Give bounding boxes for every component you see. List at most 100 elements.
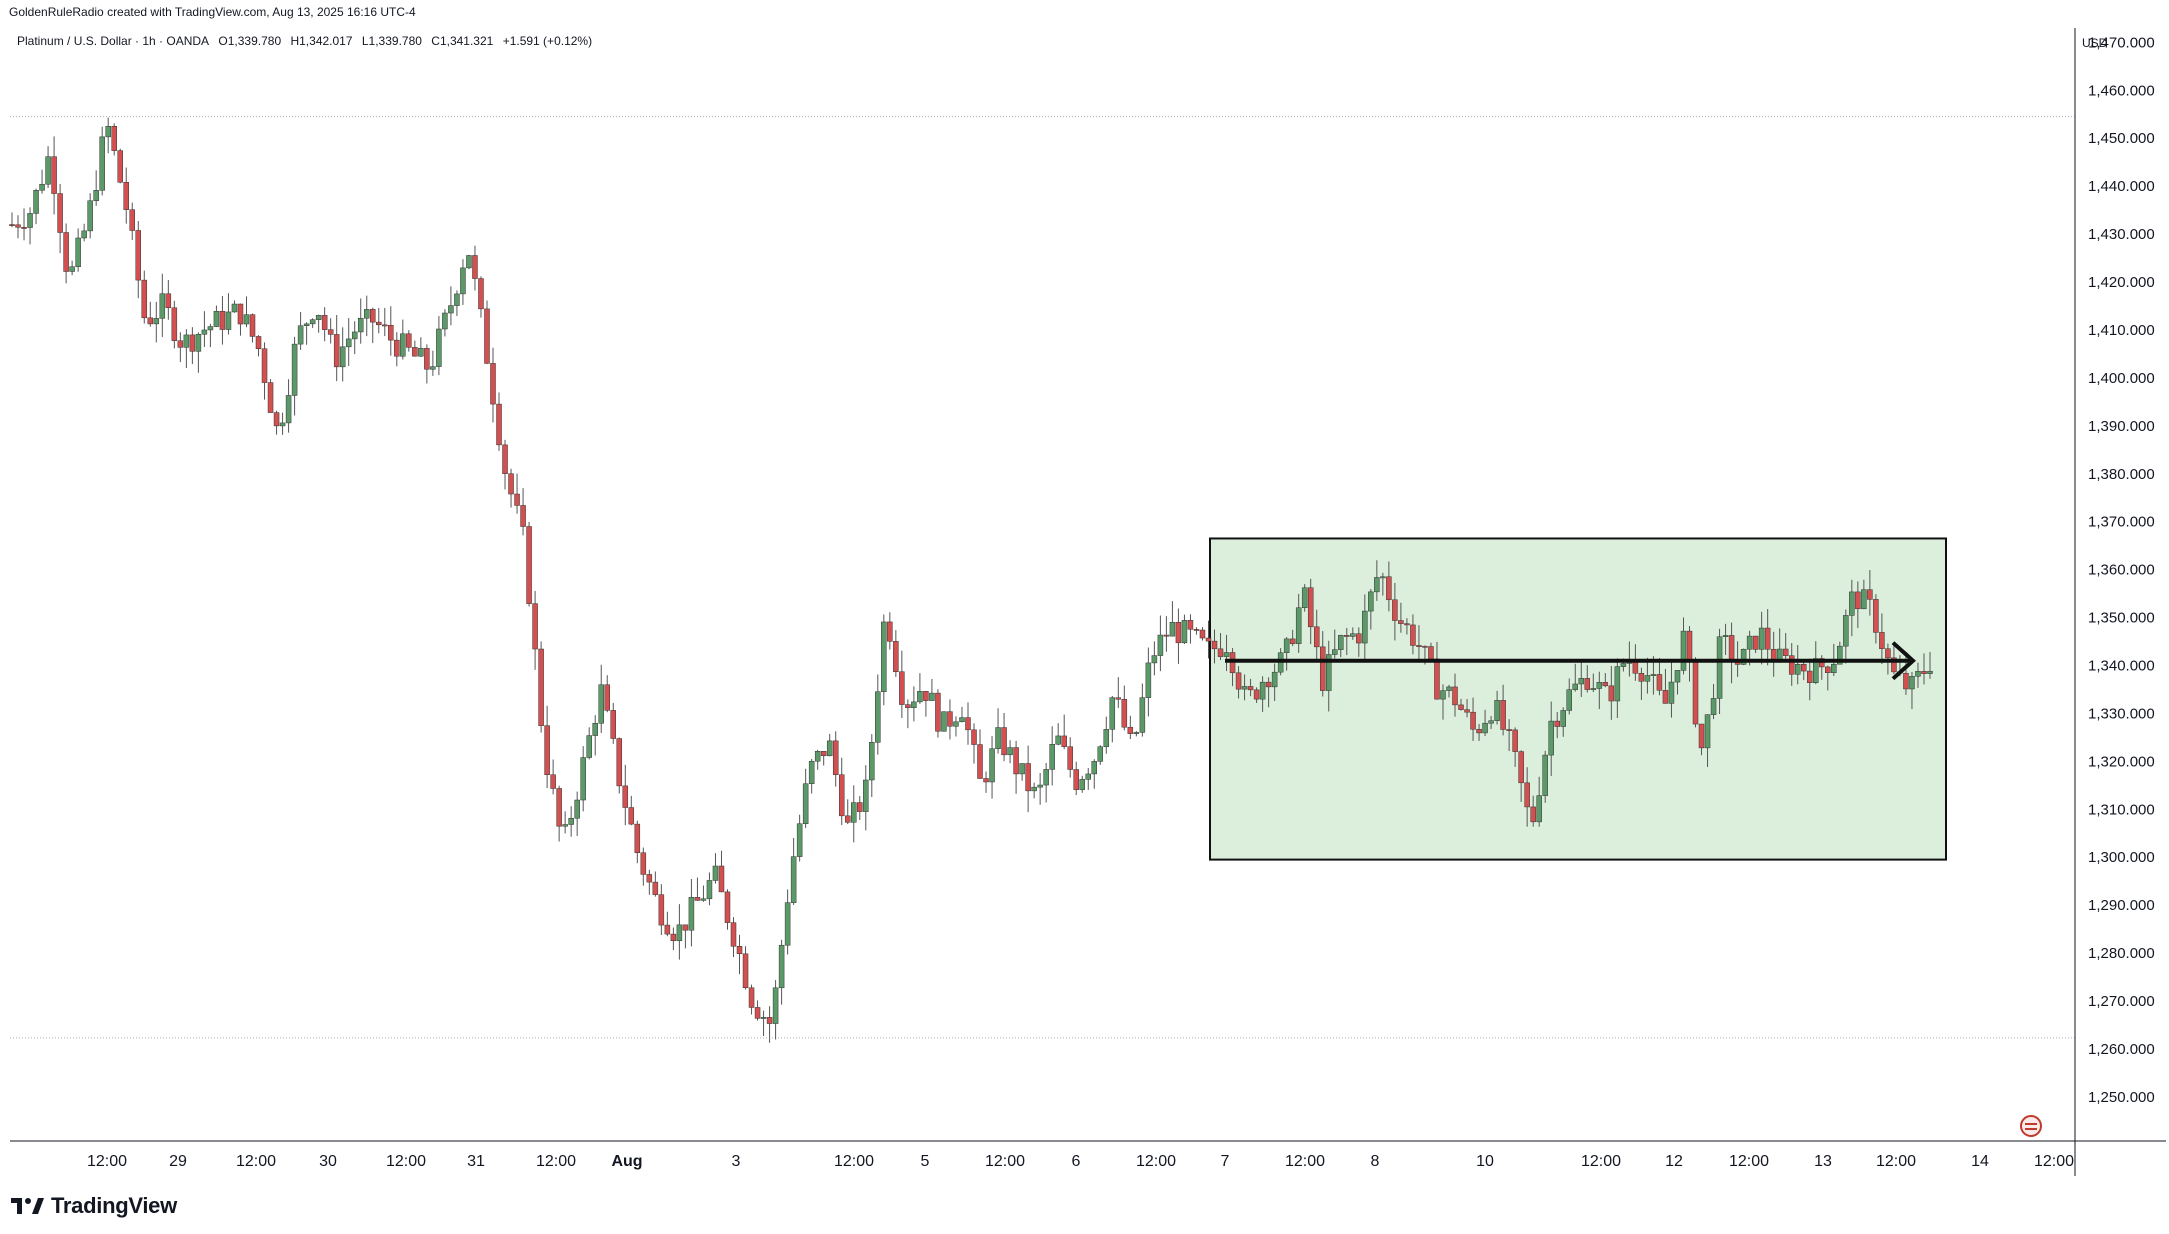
candle-body xyxy=(1139,697,1146,733)
candle-body xyxy=(1332,649,1338,655)
us-flag-icon[interactable] xyxy=(2020,1115,2042,1137)
candle-body xyxy=(1157,634,1164,656)
candle-body xyxy=(418,348,424,357)
candle-body xyxy=(977,744,983,779)
y-tick-label: 1,270.000 xyxy=(2088,993,2155,1010)
candle-body xyxy=(1103,729,1110,747)
candle-body xyxy=(502,444,508,474)
candle-body xyxy=(616,738,623,787)
y-tick-label: 1,330.000 xyxy=(2088,705,2155,722)
candle-body xyxy=(844,815,851,823)
candle-body xyxy=(141,279,148,319)
y-tick-label: 1,340.000 xyxy=(2088,657,2155,674)
currency-label[interactable]: USD xyxy=(2082,36,2108,50)
candle-body xyxy=(357,317,364,333)
candle-body xyxy=(1452,686,1458,706)
candle-body xyxy=(754,1007,761,1019)
candle-body xyxy=(580,757,586,801)
candle-body xyxy=(57,193,63,233)
candle-body xyxy=(947,711,953,727)
y-tick-label: 1,430.000 xyxy=(2088,226,2155,243)
candle-body xyxy=(1704,714,1711,749)
candle-body xyxy=(1644,675,1651,682)
candle-body xyxy=(189,334,196,352)
candle-body xyxy=(814,751,821,762)
candle-body xyxy=(1115,697,1122,700)
candle-body xyxy=(893,641,899,672)
candle-body xyxy=(1746,635,1753,650)
candle-body xyxy=(1325,654,1332,691)
candle-body xyxy=(634,823,641,853)
candle-body xyxy=(610,710,617,739)
candle-body xyxy=(171,307,178,341)
candle-body xyxy=(1686,630,1693,663)
candle-body xyxy=(400,333,406,357)
candle-body xyxy=(526,526,532,604)
symbol-title[interactable]: Platinum / U.S. Dollar · 1h · OANDA xyxy=(17,34,210,48)
candle-body xyxy=(243,314,250,325)
candle-body xyxy=(1602,682,1609,687)
candle-body xyxy=(321,315,328,330)
candle-body xyxy=(905,704,911,708)
candle-body xyxy=(1067,746,1073,770)
candle-body xyxy=(1566,689,1572,711)
candle-body xyxy=(1007,747,1013,756)
candle-body xyxy=(544,725,550,775)
y-tick-label: 1,350.000 xyxy=(2088,610,2155,627)
x-tick-label: 12:00 xyxy=(834,1153,874,1170)
candle-body xyxy=(1404,623,1410,626)
candle-body xyxy=(279,422,286,427)
candle-body xyxy=(1127,726,1134,734)
candle-body xyxy=(201,329,208,335)
candle-body xyxy=(514,493,520,506)
candle-body xyxy=(1458,704,1464,710)
chart-credit: GoldenRuleRadio created with TradingView… xyxy=(9,5,416,19)
candle-body xyxy=(778,944,785,989)
candle-body xyxy=(1121,698,1128,728)
candle-body xyxy=(1217,648,1224,657)
candle-body xyxy=(117,150,123,183)
consolidation-zone[interactable] xyxy=(1209,537,1947,861)
x-tick-label: 12:00 xyxy=(1136,1153,1176,1170)
x-tick-label: 10 xyxy=(1476,1153,1494,1170)
candle-body xyxy=(1903,672,1909,690)
candle-body xyxy=(652,881,659,895)
candle-body xyxy=(1530,806,1536,823)
candle-body xyxy=(1843,615,1849,647)
candle-body xyxy=(1494,700,1500,721)
candle-body xyxy=(676,924,683,942)
candle-body xyxy=(1596,682,1603,689)
tradingview-brand[interactable]: TradingView xyxy=(11,1193,177,1219)
y-tick-label: 1,420.000 xyxy=(2088,274,2155,291)
candle-body xyxy=(105,126,111,138)
candle-body xyxy=(382,324,388,327)
candle-body xyxy=(1241,686,1248,690)
candle-body xyxy=(81,230,87,239)
candle-body xyxy=(628,807,635,825)
y-tick-label: 1,310.000 xyxy=(2088,801,2155,818)
candle-body xyxy=(520,505,526,527)
candle-body xyxy=(1055,735,1061,745)
candle-body xyxy=(472,255,478,279)
candle-body xyxy=(1560,710,1566,727)
candle-body xyxy=(772,987,779,1024)
candle-body xyxy=(959,717,965,723)
candle-body xyxy=(784,902,791,946)
candle-body xyxy=(1855,591,1861,610)
candle-body xyxy=(1169,621,1176,637)
candle-body xyxy=(989,748,995,783)
candle-body xyxy=(1728,635,1735,663)
candle-body xyxy=(153,318,160,325)
x-tick-label: 13 xyxy=(1814,1153,1832,1170)
candle-body xyxy=(1019,763,1025,775)
candle-body xyxy=(538,648,544,726)
x-tick-label: 12:00 xyxy=(985,1153,1025,1170)
candle-body xyxy=(1368,591,1374,612)
candle-body xyxy=(273,412,280,427)
candle-body xyxy=(1235,672,1242,690)
candle-body xyxy=(1656,674,1663,691)
candle-body xyxy=(454,293,460,306)
candle-body xyxy=(682,924,689,931)
candle-body xyxy=(887,621,893,642)
